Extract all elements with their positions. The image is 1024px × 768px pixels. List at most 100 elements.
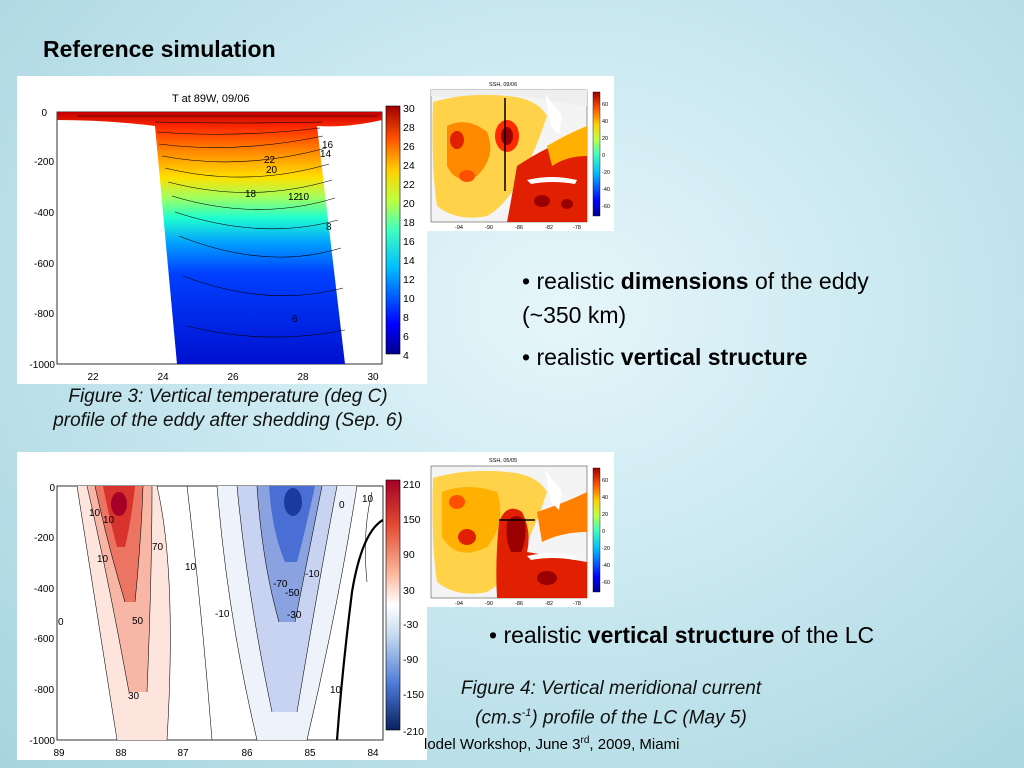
- svg-text:-90: -90: [485, 601, 493, 607]
- svg-text:-50: -50: [285, 588, 300, 599]
- figure3-plot-title: T at 89W, 09/06: [172, 93, 249, 105]
- svg-text:-10: -10: [215, 609, 230, 620]
- svg-text:-94: -94: [455, 601, 463, 607]
- svg-text:-800: -800: [34, 685, 54, 696]
- svg-text:22: 22: [403, 179, 415, 191]
- ssh-map-top-colorbar-ticks: 60 40 20 0 -20 -40 -60: [602, 102, 610, 210]
- svg-text:10: 10: [185, 562, 197, 573]
- contour-label-20: 20: [266, 165, 278, 176]
- svg-text:8: 8: [403, 312, 409, 324]
- svg-text:30: 30: [403, 103, 415, 115]
- ssh-map-top-colorbar: [592, 91, 601, 217]
- figure3-colorbar-ticks: 30 28 26 24 22 20 18 16 14 12 10 8 6 4: [403, 103, 415, 362]
- figure3-colorbar: [385, 105, 401, 355]
- svg-text:84: 84: [367, 748, 379, 759]
- figure4-colorbar: [385, 479, 401, 731]
- figure3-y-axis: 0 -200 -400 -600 -800 -1000: [29, 108, 55, 371]
- southward-current-field: [217, 486, 357, 740]
- figure3-panel: T at 89W, 09/06 22 20 16 14 18 12 10 8 6: [17, 76, 427, 384]
- ssh-map-bottom: SSH, 05/05 -94 -90 -86 -82 -78 60 40 20 …: [427, 452, 614, 607]
- svg-text:0: 0: [602, 153, 605, 159]
- figure4-caption: Figure 4: Vertical meridional current (c…: [420, 677, 802, 730]
- svg-text:-82: -82: [545, 225, 553, 231]
- svg-text:-400: -400: [34, 208, 54, 219]
- figure3-caption: Figure 3: Vertical temperature (deg C) p…: [10, 385, 446, 433]
- svg-text:30: 30: [128, 691, 140, 702]
- svg-text:20: 20: [602, 512, 608, 518]
- zero-contour-boundary: [335, 519, 384, 741]
- figure4-x-axis: 89 88 87 86 85 84: [53, 748, 379, 759]
- svg-text:0: 0: [58, 617, 64, 628]
- svg-text:89: 89: [53, 748, 65, 759]
- ssh-map-top: SSH, 09/06 -94 -90 -86 -82 -78 60 40: [427, 76, 614, 231]
- ssh-map-bottom-title: SSH, 05/05: [489, 458, 517, 464]
- figure3-caption-line2: profile of the eddy after shedding (Sep.…: [53, 410, 403, 431]
- svg-text:6: 6: [403, 331, 409, 343]
- svg-text:-200: -200: [34, 533, 54, 544]
- svg-text:-78: -78: [573, 601, 581, 607]
- svg-text:-78: -78: [573, 225, 581, 231]
- svg-text:-60: -60: [602, 204, 610, 210]
- figure4-panel: 10 10 70 10 -70 -50 -10 -30 -10 50 30 10…: [17, 452, 427, 760]
- svg-text:0: 0: [339, 500, 345, 511]
- slide-footer: lodel Workshop, June 3rd, 2009, Miami: [424, 735, 680, 753]
- figure4-colorbar-ticks: 210 150 90 30 -30 -90 -150 -210: [403, 479, 424, 738]
- svg-text:60: 60: [602, 102, 608, 108]
- svg-text:-20: -20: [602, 546, 610, 552]
- svg-text:-60: -60: [602, 580, 610, 586]
- svg-text:28: 28: [297, 372, 309, 383]
- contour-label-8: 8: [326, 222, 332, 233]
- figure3-caption-line1: Figure 3: Vertical temperature (deg C): [68, 386, 388, 407]
- ssh-map-bottom-x-axis: -94 -90 -86 -82 -78: [455, 601, 581, 607]
- svg-text:10: 10: [362, 494, 374, 505]
- svg-text:87: 87: [177, 748, 189, 759]
- slide-title: Reference simulation: [43, 36, 276, 62]
- current-contours: [76, 485, 373, 741]
- svg-text:150: 150: [403, 514, 421, 526]
- svg-text:50: 50: [132, 616, 144, 627]
- svg-text:20: 20: [602, 136, 608, 142]
- bullets-bottom: • realistic vertical structure of the LC: [489, 618, 989, 652]
- svg-text:-150: -150: [403, 689, 424, 701]
- svg-text:-200: -200: [34, 157, 54, 168]
- figure3-x-axis: 22 24 26 28 30: [87, 372, 379, 383]
- bullet-vertical-structure: • realistic vertical structure: [522, 344, 808, 370]
- svg-text:10: 10: [103, 515, 115, 526]
- svg-text:-800: -800: [34, 309, 54, 320]
- ssh-map-top-x-axis: -94 -90 -86 -82 -78: [455, 225, 581, 231]
- contour-label-16: 16: [322, 140, 334, 151]
- svg-text:60: 60: [602, 478, 608, 484]
- svg-text:-600: -600: [34, 634, 54, 645]
- bullets-top: • realistic dimensions of the eddy (~350…: [522, 264, 922, 374]
- svg-text:-20: -20: [602, 170, 610, 176]
- contour-label-12: 12: [288, 192, 300, 203]
- northward-current-field: [77, 486, 171, 740]
- temperature-field: [57, 112, 382, 364]
- svg-text:24: 24: [157, 372, 169, 383]
- svg-text:22: 22: [87, 372, 99, 383]
- svg-text:70: 70: [152, 542, 164, 553]
- figure4-y-axis: 0 -200 -400 -600 -800 -1000: [29, 483, 55, 747]
- figure4-caption-line2: (cm.s-1) profile of the LC (May 5): [475, 707, 747, 729]
- svg-text:-600: -600: [34, 259, 54, 270]
- svg-text:-90: -90: [485, 225, 493, 231]
- svg-text:-86: -86: [515, 601, 523, 607]
- svg-text:12: 12: [403, 274, 415, 286]
- ssh-map-bottom-colorbar-ticks: 60 40 20 0 -20 -40 -60: [602, 478, 610, 586]
- svg-text:88: 88: [115, 748, 127, 759]
- svg-text:0: 0: [602, 529, 605, 535]
- svg-text:90: 90: [403, 549, 415, 561]
- figure3-plot: T at 89W, 09/06 22 20 16 14 18 12 10 8 6: [29, 93, 415, 383]
- contour-label-22: 22: [264, 155, 276, 166]
- svg-text:24: 24: [403, 160, 415, 172]
- svg-text:0: 0: [41, 108, 47, 119]
- svg-text:-1000: -1000: [29, 736, 55, 747]
- contour-label-18: 18: [245, 189, 257, 200]
- svg-text:-90: -90: [403, 654, 418, 666]
- svg-text:86: 86: [241, 748, 253, 759]
- svg-text:-30: -30: [403, 619, 418, 631]
- svg-text:10: 10: [330, 685, 342, 696]
- ssh-map-bottom-colorbar: [592, 467, 601, 593]
- svg-text:40: 40: [602, 495, 608, 501]
- svg-text:85: 85: [304, 748, 316, 759]
